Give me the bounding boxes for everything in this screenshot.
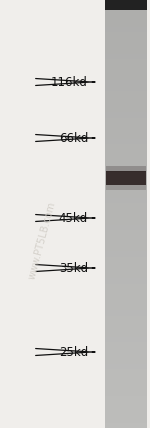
Polygon shape [105,134,147,139]
Polygon shape [105,203,147,209]
Polygon shape [105,235,147,241]
Polygon shape [105,155,147,160]
Bar [106,171,146,185]
Text: 35kd: 35kd [59,262,88,274]
Polygon shape [105,59,147,64]
Polygon shape [105,225,147,230]
Text: 66kd: 66kd [59,131,88,145]
Polygon shape [105,252,147,257]
Polygon shape [105,305,147,310]
Polygon shape [105,75,147,80]
Polygon shape [105,48,147,54]
Polygon shape [105,273,147,278]
Polygon shape [105,391,147,396]
Polygon shape [105,150,147,155]
Polygon shape [105,385,147,391]
Polygon shape [105,332,147,337]
Polygon shape [105,139,147,145]
Polygon shape [105,11,147,16]
Polygon shape [105,230,147,235]
Polygon shape [105,284,147,289]
Polygon shape [105,70,147,75]
Polygon shape [105,417,147,422]
Polygon shape [105,220,147,225]
Text: 25kd: 25kd [59,345,88,359]
Polygon shape [105,209,147,214]
Polygon shape [105,16,147,21]
Polygon shape [105,43,147,48]
Polygon shape [105,182,147,187]
Polygon shape [105,278,147,284]
Polygon shape [105,80,147,86]
Polygon shape [105,0,147,6]
Polygon shape [105,262,147,268]
Text: www.PT5LB.com: www.PT5LB.com [27,200,57,280]
Polygon shape [105,268,147,273]
Polygon shape [105,321,147,327]
Polygon shape [105,300,147,305]
Polygon shape [105,214,147,220]
Polygon shape [105,369,147,374]
Polygon shape [105,86,147,91]
Polygon shape [105,257,147,262]
Bar [106,185,146,190]
Polygon shape [105,289,147,294]
Text: 116kd: 116kd [51,75,88,89]
Polygon shape [105,412,147,417]
Polygon shape [105,118,147,123]
Polygon shape [105,407,147,412]
Polygon shape [105,342,147,348]
Polygon shape [105,337,147,342]
Polygon shape [105,96,147,102]
Bar [106,166,146,172]
Polygon shape [105,113,147,118]
Polygon shape [105,38,147,43]
Polygon shape [105,380,147,385]
Polygon shape [105,128,147,134]
Polygon shape [105,246,147,252]
Bar [105,0,147,10]
Polygon shape [105,21,147,27]
Polygon shape [105,91,147,96]
Polygon shape [105,353,147,359]
Polygon shape [105,171,147,177]
Polygon shape [105,316,147,321]
Polygon shape [105,401,147,407]
Polygon shape [105,422,147,428]
Polygon shape [105,396,147,401]
Polygon shape [105,294,147,300]
Text: 45kd: 45kd [59,211,88,225]
Polygon shape [105,177,147,182]
Polygon shape [105,160,147,166]
Polygon shape [105,166,147,171]
Polygon shape [105,64,147,70]
Polygon shape [105,107,147,113]
Polygon shape [105,187,147,193]
Polygon shape [105,123,147,128]
Polygon shape [105,241,147,246]
Polygon shape [105,6,147,11]
Polygon shape [105,310,147,316]
Polygon shape [105,193,147,198]
Polygon shape [105,102,147,107]
Polygon shape [105,145,147,150]
Polygon shape [105,327,147,332]
Polygon shape [105,54,147,59]
Polygon shape [105,27,147,32]
Polygon shape [105,198,147,203]
Polygon shape [105,359,147,364]
Polygon shape [105,32,147,38]
Polygon shape [105,374,147,380]
Polygon shape [105,364,147,369]
Polygon shape [105,348,147,353]
